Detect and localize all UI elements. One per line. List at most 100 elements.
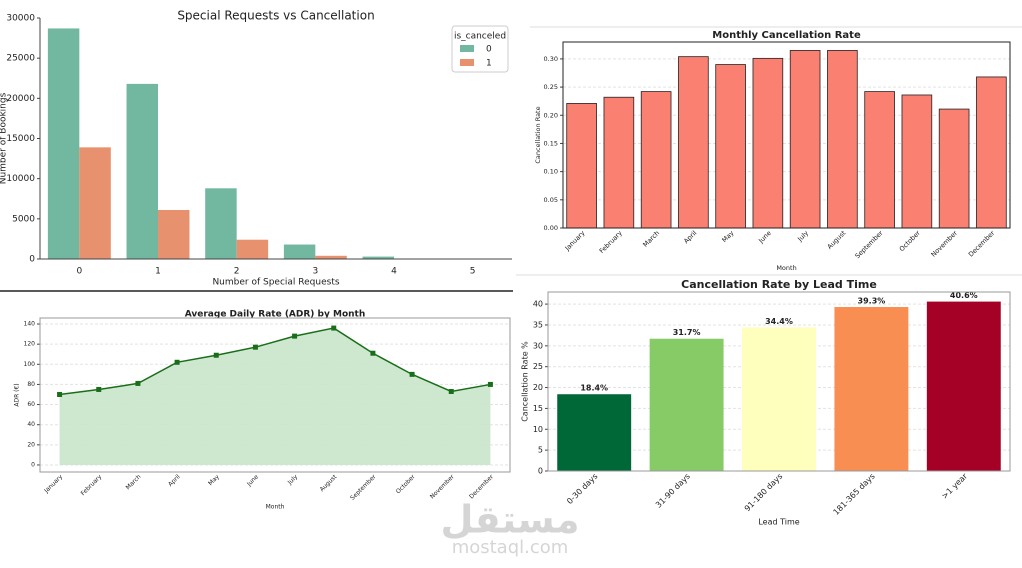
- y-tick-label: 0: [29, 255, 35, 265]
- x-axis-label: Month: [266, 504, 285, 511]
- value-label: 31.7%: [673, 328, 701, 337]
- bar: [834, 307, 909, 471]
- legend-swatch: [460, 59, 474, 66]
- marker: [448, 388, 454, 394]
- bar: [566, 103, 597, 229]
- x-tick-label: 5: [470, 267, 476, 277]
- plot-frame: [39, 317, 511, 473]
- y-tick-label: 5000: [12, 214, 35, 224]
- legend-label: 0: [486, 45, 492, 55]
- marker: [292, 333, 298, 339]
- y-tick-label: 5: [538, 446, 543, 455]
- bar: [205, 188, 237, 259]
- y-tick-label: 20: [533, 383, 543, 392]
- chart-title: Special Requests vs Cancellation: [177, 9, 374, 23]
- legend-title: is_canceled: [454, 32, 506, 42]
- y-tick-label: 20000: [6, 94, 35, 104]
- plot-frame: [562, 41, 1011, 229]
- y-tick-label: 0.10: [544, 168, 558, 176]
- y-axis-label: Cancellation Rate: [534, 106, 542, 163]
- bar: [126, 83, 158, 259]
- bar: [938, 108, 970, 229]
- bar: [678, 56, 709, 229]
- marker: [174, 359, 180, 365]
- y-tick-label: 0.05: [544, 196, 558, 204]
- y-tick-label: 0.00: [544, 224, 558, 232]
- y-tick-label: 30: [533, 341, 543, 350]
- marker: [409, 371, 415, 377]
- marker: [487, 381, 493, 387]
- y-tick-label: 60: [27, 401, 35, 408]
- watermark: مستقل: [441, 498, 580, 542]
- y-tick-label: 40: [27, 421, 35, 428]
- value-label: 39.3%: [858, 297, 886, 306]
- bar: [603, 96, 635, 229]
- bar: [976, 76, 1007, 229]
- y-tick-label: 0: [31, 461, 35, 468]
- y-tick-label: 120: [24, 341, 36, 348]
- bar: [901, 94, 933, 229]
- plot-frame: [547, 291, 1011, 472]
- marker: [96, 386, 102, 392]
- line: [59, 327, 491, 396]
- y-tick-label: 0.15: [544, 139, 558, 147]
- y-tick-label: 0.30: [544, 55, 558, 63]
- bar: [789, 50, 821, 229]
- marker: [135, 380, 141, 386]
- bar: [926, 301, 1001, 471]
- y-tick-label: 10000: [6, 174, 35, 184]
- y-axis-label: Cancellation Rate %: [521, 341, 530, 422]
- x-axis-label: Month: [776, 264, 796, 272]
- bar: [649, 338, 724, 471]
- x-tick-label: 4: [391, 267, 397, 277]
- bar: [47, 28, 80, 260]
- y-axis-label: ADR (€): [14, 383, 21, 406]
- x-tick-label: 2: [234, 267, 240, 277]
- bar: [158, 209, 190, 259]
- legend-label: 1: [486, 59, 492, 69]
- marker: [331, 325, 337, 331]
- x-tick-label: 3: [312, 267, 318, 277]
- x-tick-label: 1: [155, 267, 161, 277]
- area: [59, 328, 491, 465]
- bar: [640, 91, 672, 229]
- y-tick-label: 15000: [6, 134, 35, 144]
- bar: [715, 64, 746, 229]
- legend-swatch: [460, 45, 474, 52]
- bar: [752, 57, 784, 229]
- x-axis-label: Number of Special Requests: [212, 278, 339, 288]
- y-tick-label: 140: [24, 321, 36, 328]
- x-axis-label: Lead Time: [758, 518, 799, 527]
- chart-title: Monthly Cancellation Rate: [712, 30, 861, 41]
- marker: [370, 350, 376, 356]
- value-label: 40.6%: [950, 291, 978, 300]
- marker: [57, 391, 63, 397]
- marker: [213, 352, 219, 358]
- y-tick-label: 15: [533, 404, 543, 413]
- x-tick-label: 0: [76, 267, 82, 277]
- value-label: 18.4%: [580, 384, 608, 393]
- y-tick-label: 100: [24, 361, 36, 368]
- y-tick-label: 30000: [6, 14, 35, 24]
- y-tick-label: 20: [27, 441, 35, 448]
- y-axis-label: Number of Bookings: [0, 92, 9, 184]
- y-tick-label: 40: [533, 300, 543, 309]
- bar: [236, 239, 269, 259]
- chart-title: Average Daily Rate (ADR) by Month: [185, 310, 366, 320]
- bar: [827, 50, 858, 229]
- y-tick-label: 35: [533, 320, 543, 329]
- y-tick-label: 0.25: [544, 83, 558, 91]
- chart-title: Cancellation Rate by Lead Time: [681, 278, 877, 291]
- bar: [742, 327, 816, 471]
- y-tick-label: 80: [27, 381, 35, 388]
- value-label: 34.4%: [765, 317, 793, 326]
- y-tick-label: 0: [538, 467, 543, 476]
- y-tick-label: 25: [533, 362, 543, 371]
- bar: [557, 394, 632, 471]
- bar: [315, 255, 347, 259]
- marker: [252, 344, 258, 350]
- bar: [79, 147, 111, 259]
- bar: [864, 91, 895, 229]
- y-tick-label: 10: [533, 425, 543, 434]
